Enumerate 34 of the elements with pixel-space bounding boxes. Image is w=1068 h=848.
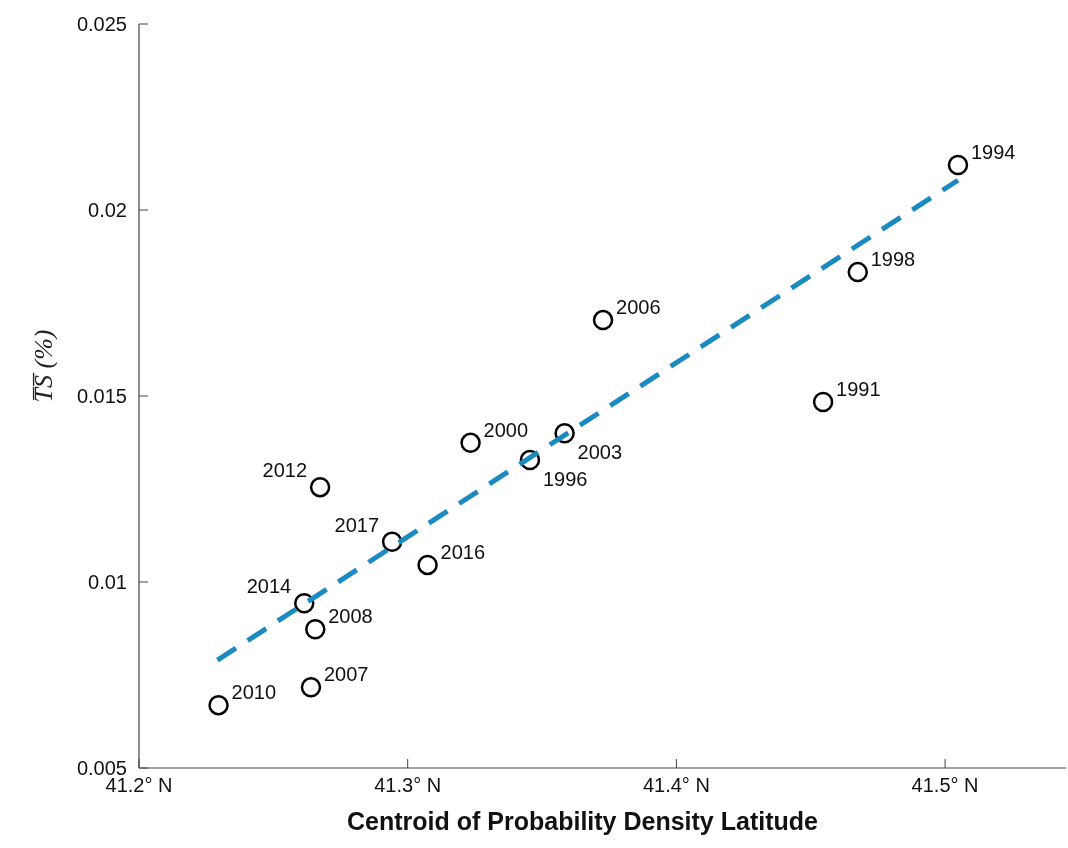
point (812, 391, 834, 413)
annotation: 1994 (970, 140, 1016, 163)
x-tick-label: 41.4° N (642, 774, 710, 796)
annotation: 1998 (870, 248, 916, 271)
annotation: 2010 (231, 681, 277, 704)
annotation: 2014 (246, 575, 292, 598)
point (309, 476, 331, 498)
annotation: 2007 (323, 663, 369, 686)
point (300, 677, 322, 698)
point (208, 694, 229, 716)
annotation: 2000 (483, 418, 529, 441)
y-tick-label: 0.01 (88, 571, 127, 593)
annotation: 1996 (542, 467, 588, 490)
y-tick-label: 0.015 (76, 385, 127, 407)
y-axis-title: T̅S̅ (%) (29, 329, 58, 403)
y-tick-label: 0.025 (76, 13, 127, 35)
x-axis-title: Centroid of Probability Density Latitude (347, 807, 819, 835)
annotation: 2003 (577, 441, 623, 464)
x-tick-label: 41.5° N (911, 774, 979, 796)
y-tick-label: 0.02 (88, 199, 127, 221)
point (847, 261, 869, 283)
annotation: 1991 (836, 377, 881, 400)
point (592, 309, 614, 331)
annotation: 2012 (262, 459, 308, 482)
point (294, 592, 315, 614)
point (947, 154, 969, 176)
annotation: 2016 (440, 540, 486, 563)
point (417, 554, 438, 576)
annotation: 2008 (328, 605, 373, 628)
annotation: 2006 (616, 296, 661, 319)
point (305, 618, 326, 640)
point (460, 432, 481, 454)
x-tick-label: 41.3° N (374, 774, 442, 796)
annotation: 2017 (334, 513, 380, 536)
